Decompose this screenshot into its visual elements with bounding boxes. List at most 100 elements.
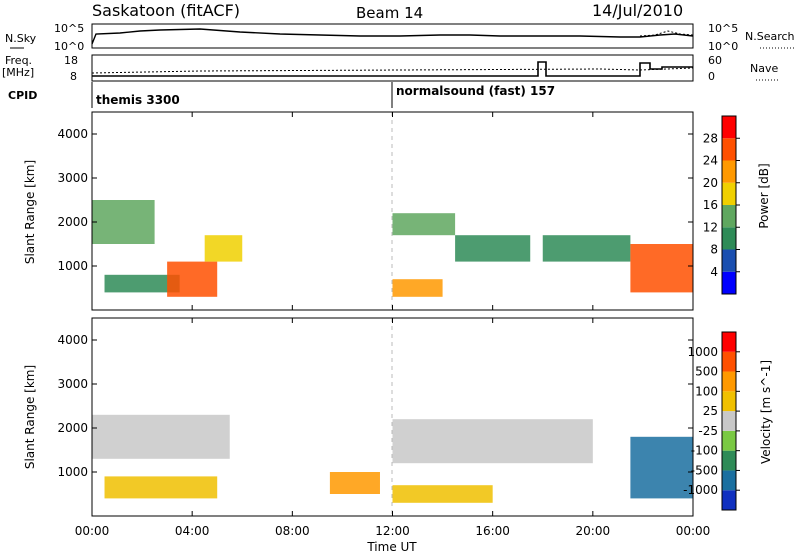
colorbar-swatch [722, 249, 736, 272]
colorbar-swatch [722, 116, 736, 139]
power-y-ticks: 1000 2000 3000 4000 [57, 127, 693, 273]
time-axis-ticks: 00:00 04:00 08:00 12:00 16:00 20:00 00:00 [75, 112, 711, 538]
colorbar-swatch [722, 332, 736, 352]
colorbar-swatch [722, 160, 736, 183]
colorbar-tick-label: 16 [703, 198, 718, 212]
colorbar-swatch [722, 470, 736, 491]
power-region-6 [455, 235, 531, 262]
noise-left-label: N.Sky [5, 32, 37, 45]
velocity-region-3 [392, 485, 493, 503]
x-tick-label: 12:00 [375, 524, 410, 538]
velocity-y-ticks: 1000 2000 3000 4000 [57, 333, 693, 479]
cpid-label: CPID [8, 89, 37, 102]
noise-sky-trace [91, 28, 694, 45]
colorbar-tick-label: 8 [710, 243, 718, 257]
colorbar-swatch [722, 411, 736, 431]
power-region-2 [167, 261, 218, 297]
site-title: Saskatoon (fitACF) [92, 1, 240, 20]
cpid-segment-2: normalsound (fast) 157 [396, 84, 555, 98]
y-tick-label: 2000 [57, 421, 88, 435]
x-tick-label: 08:00 [275, 524, 310, 538]
power-panel: 1000 2000 3000 4000 Slant Range [km] 4 8 12 16… [23, 111, 771, 311]
colorbar-swatch [722, 371, 736, 392]
freq-label-1: Freq. [5, 54, 32, 67]
colorbar-frame [721, 331, 737, 511]
freq-tick-top: 18 [64, 54, 78, 67]
colorbar-swatch [722, 182, 736, 205]
noise-search-trace [639, 30, 694, 37]
power-region-1 [104, 274, 180, 293]
power-region-4 [392, 279, 443, 297]
velocity-region-1 [104, 476, 218, 499]
freq-panel-frame [91, 54, 694, 82]
colorbar-swatch [722, 271, 736, 294]
freq-label-2: [MHz] [2, 66, 34, 79]
power-colorbar-label: Power [dB] [757, 163, 771, 228]
colorbar-tick-label: -100 [691, 444, 718, 458]
colorbar-tick-label: -1000 [683, 483, 718, 497]
freq-panel: Freq. [MHz] 18 8 60 0 Nave [2, 54, 778, 83]
nave-label: Nave [750, 62, 778, 75]
noise-right-tick-bottom: 10^0 [708, 40, 738, 53]
velocity-region-0 [92, 414, 230, 459]
velocity-panel: 1000 2000 3000 4000 Slant Range [km] 1000 50… [23, 317, 773, 517]
velocity-region-2 [329, 472, 380, 494]
noise-left-tick-top: 10^5 [54, 22, 84, 35]
velocity-region-4 [392, 419, 593, 464]
power-region-8 [630, 244, 693, 293]
power-data-regions [92, 200, 693, 297]
y-tick-label: 3000 [57, 171, 88, 185]
colorbar-swatch [722, 430, 736, 451]
colorbar-tick-label: -500 [691, 463, 718, 477]
colorbar-tick-label: 20 [703, 176, 718, 190]
nave-trace [92, 61, 693, 77]
x-tick-label: 20:00 [576, 524, 611, 538]
cpid-panel: CPID themis 3300 normalsound (fast) 157 [8, 82, 555, 108]
colorbar-tick-label: 1000 [687, 345, 718, 359]
x-tick-label: 04:00 [175, 524, 210, 538]
freq-tick-bottom: 8 [70, 70, 77, 83]
cpid-segment-1: themis 3300 [96, 93, 180, 107]
x-tick-label: 00:00 [75, 524, 110, 538]
beam-title: Beam 14 [356, 4, 423, 22]
colorbar-tick-label: 4 [710, 265, 718, 279]
colorbar-swatch [722, 391, 736, 412]
y-tick-label: 1000 [57, 259, 88, 273]
power-region-5 [392, 213, 456, 236]
power-colorbar: 4 8 12 16 20 24 28 [703, 115, 740, 295]
colorbar-swatch [722, 490, 736, 510]
y-tick-label: 1000 [57, 465, 88, 479]
power-region-3 [204, 235, 243, 262]
colorbar-tick-label: -25 [698, 424, 718, 438]
velocity-colorbar-label: Velocity [m s^-1] [759, 360, 773, 464]
noise-panel: N.Sky 10^5 10^0 10^5 10^0 N.Search [5, 22, 795, 53]
velocity-region-5 [630, 436, 693, 499]
noise-left-tick-bottom: 10^0 [54, 40, 84, 53]
noise-right-label: N.Search [745, 30, 795, 43]
power-region-7 [542, 235, 631, 262]
x-tick-label: 00:00 [676, 524, 711, 538]
x-tick-label: 16:00 [475, 524, 510, 538]
velocity-data-regions [92, 414, 693, 503]
colorbar-tick-label: 100 [695, 384, 718, 398]
power-ylabel: Slant Range [km] [23, 160, 37, 264]
freq-trace [91, 67, 694, 74]
colorbar-tick-label: 25 [703, 404, 718, 418]
colorbar-tick-label: 12 [703, 220, 718, 234]
colorbar-tick-label: 500 [695, 365, 718, 379]
date-title: 14/Jul/2010 [592, 1, 683, 20]
colorbar-swatch [722, 205, 736, 228]
colorbar-tick-label: 24 [703, 154, 718, 168]
velocity-ylabel: Slant Range [km] [23, 365, 37, 469]
colorbar-swatch [722, 138, 736, 161]
colorbar-swatch [722, 450, 736, 471]
y-tick-label: 2000 [57, 215, 88, 229]
nave-tick-bottom: 0 [708, 70, 715, 83]
colorbar-swatch [722, 351, 736, 372]
power-region-0 [92, 200, 155, 244]
y-tick-label: 4000 [57, 333, 88, 347]
velocity-colorbar: 1000 500 100 25 -25 -100 -500 -1000 [683, 331, 740, 511]
colorbar-tick-label: 28 [703, 131, 718, 145]
nave-tick-top: 60 [708, 54, 722, 67]
